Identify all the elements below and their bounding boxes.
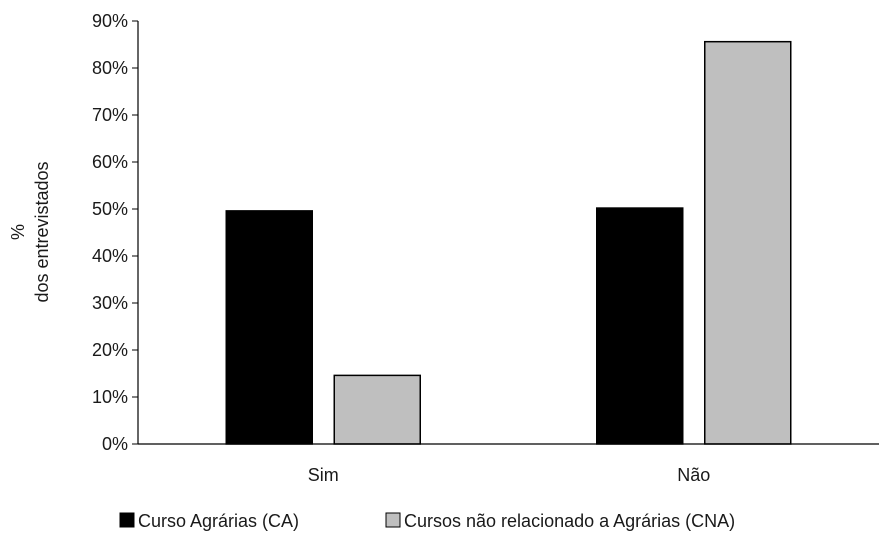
- x-category-label: Sim: [308, 465, 339, 485]
- legend: Curso Agrárias (CA) Cursos não relacionad…: [119, 511, 735, 531]
- bars: [225, 40, 792, 445]
- y-tick-label: 20%: [92, 340, 128, 360]
- axes: [137, 21, 879, 445]
- y-tick-label: 10%: [92, 387, 128, 407]
- y-tick-label: 40%: [92, 246, 128, 266]
- y-axis-title-line-2: dos entrevistados: [32, 161, 52, 302]
- bar-ca-sim: [225, 210, 313, 445]
- legend-label-cna: Cursos não relacionado a Agrárias (CNA): [404, 511, 735, 531]
- legend-swatch-cna: [385, 512, 401, 528]
- legend-swatch-ca: [119, 512, 135, 528]
- y-tick-label: 70%: [92, 105, 128, 125]
- y-tick-label: 60%: [92, 152, 128, 172]
- bar-cna-nao: [704, 40, 792, 445]
- y-axis-title-line-1: %: [8, 224, 28, 240]
- x-category-label: Não: [677, 465, 710, 485]
- y-tick-label: 30%: [92, 293, 128, 313]
- y-axis-ticks: 0% 10% 20% 30% 40% 50% 60% 70% 80% 90%: [92, 11, 138, 454]
- x-axis-labels: Sim Não: [308, 465, 711, 485]
- bar-ca-nao: [596, 207, 684, 445]
- bar-cna-sim: [333, 374, 421, 445]
- legend-label-ca: Curso Agrárias (CA): [138, 511, 299, 531]
- y-tick-label: 80%: [92, 58, 128, 78]
- y-tick-label: 0%: [102, 434, 128, 454]
- y-tick-label: 50%: [92, 199, 128, 219]
- y-axis-title: % dos entrevistados: [8, 161, 52, 302]
- y-tick-label: 90%: [92, 11, 128, 31]
